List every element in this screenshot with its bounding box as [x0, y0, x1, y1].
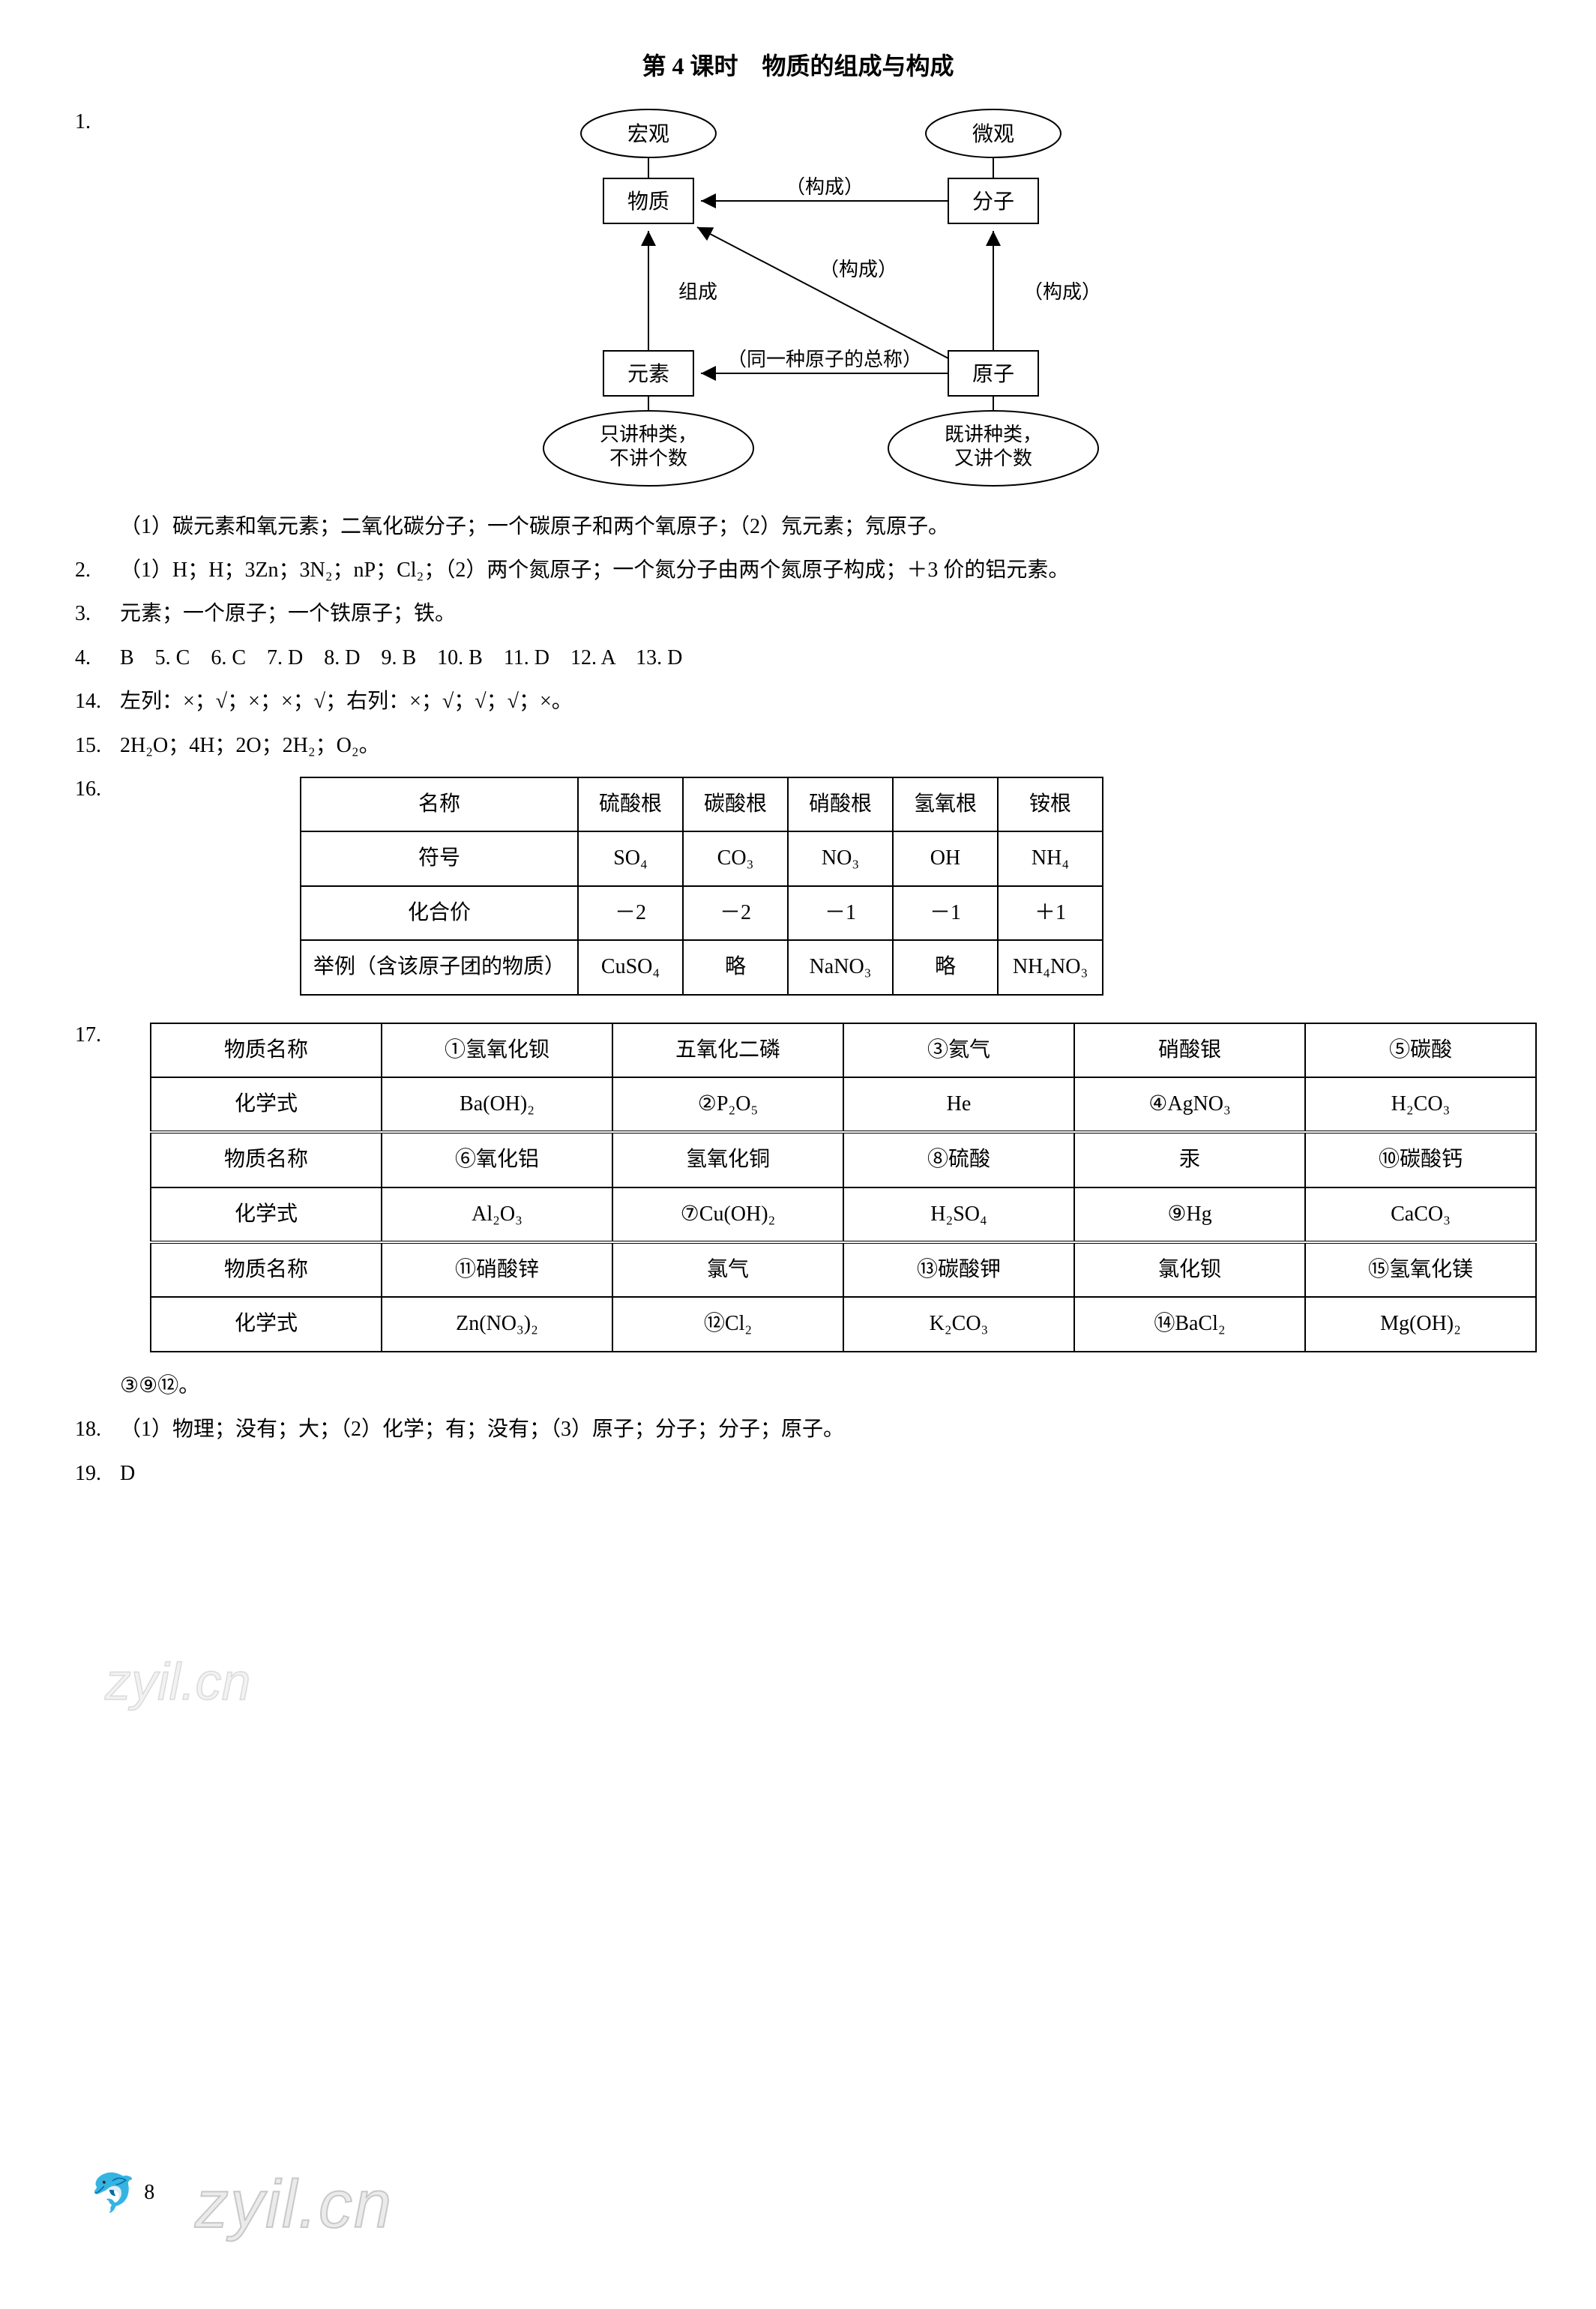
diagram-edge-tongzhong: （同一种原子的总称） [726, 349, 921, 370]
t16-e4: NH₄NO₃ [998, 940, 1103, 994]
concept-diagram: 宏观 微观 物质 分子 （构成） 元素 原子 组成 [484, 103, 1158, 493]
t16-h1: 硫酸根 [578, 777, 683, 831]
t16-v2: －2 [683, 886, 788, 940]
q1-text: （1）碳元素和氧元素；二氧化碳分子；一个碳原子和两个氧原子；（2）氖元素；氖原子… [120, 508, 1521, 546]
q4-num: 4. [75, 639, 120, 677]
q3-num: 3. [75, 595, 120, 633]
q14-text: 左列：×；√；×；×；√；右列：×；√；√；√；×。 [120, 683, 1521, 720]
diagram-box-yuansu: 元素 [627, 362, 669, 386]
q2-num: 2. [75, 552, 120, 589]
t16-v3: －1 [788, 886, 893, 940]
t16-e-label: 举例（含该原子团的物质） [301, 940, 578, 994]
t16-e1: 略 [683, 940, 788, 994]
table-16: 名称 硫酸根 碳酸根 硝酸根 氢氧根 铵根 符号 SO₄ CO₃ NO₃ OH … [300, 777, 1103, 996]
table-row: 化学式Zn(NO₃)₂⑫Cl₂K₂CO₃⑭BaCl₂Mg(OH)₂ [151, 1297, 1536, 1351]
page-num-value: 8 [144, 2174, 154, 2212]
q4-text: B 5. C 6. C 7. D 8. D 9. B 10. B 11. D 1… [120, 639, 1521, 677]
t16-s2: CO₃ [683, 831, 788, 885]
q19-text: D [120, 1455, 1521, 1493]
table-row: 化合价 －2 －2 －1 －1 ＋1 [301, 886, 1103, 940]
svg-text:既讲种类，: 既讲种类， [944, 424, 1041, 445]
q19-num: 19. [75, 1455, 120, 1493]
diagram-edge-goucheng1: （构成） [785, 176, 863, 198]
q18-num: 18. [75, 1411, 120, 1448]
svg-text:不讲个数: 不讲个数 [609, 448, 687, 469]
diagram-box-wuzhi: 物质 [627, 190, 669, 214]
diagram-edge-goucheng2: （构成） [819, 259, 897, 280]
table-row: 物质名称①氢氧化钡五氧化二磷③氦气硝酸银⑤碳酸 [151, 1023, 1536, 1077]
q1-num: 1. [75, 103, 120, 141]
t16-h3: 硝酸根 [788, 777, 893, 831]
q2-text: （1）H；H；3Zn；3N₂；nP；Cl₂；（2）两个氮原子；一个氮分子由两个氮… [120, 552, 1521, 589]
table-17: 物质名称①氢氧化钡五氧化二磷③氦气硝酸银⑤碳酸 化学式Ba(OH)₂②P₂O₅H… [150, 1023, 1537, 1352]
q17-num: 17. [75, 1017, 120, 1054]
t16-s1: SO₄ [578, 831, 683, 885]
diagram-label-macro: 宏观 [627, 122, 669, 146]
table-row: 物质名称⑥氧化铝氢氧化铜⑧硫酸汞⑩碳酸钙 [151, 1132, 1536, 1187]
svg-text:只讲种类，: 只讲种类， [599, 424, 696, 445]
table-row: 化学式Al₂O₃⑦Cu(OH)₂H₂SO₄⑨HgCaCO₃ [151, 1187, 1536, 1242]
t16-h5: 铵根 [998, 777, 1103, 831]
page-title: 第 4 课时 物质的组成与构成 [75, 45, 1521, 88]
watermark: zyil.cn [195, 2144, 393, 2266]
t16-h0: 名称 [301, 777, 578, 831]
page-number: 🐬 8 [90, 2159, 154, 2227]
t16-s0: 符号 [301, 831, 578, 885]
diagram-edge-goucheng3: （构成） [1023, 281, 1101, 303]
diagram-box-fenzi: 分子 [972, 190, 1014, 214]
t16-h4: 氢氧根 [893, 777, 998, 831]
t16-h2: 碳酸根 [683, 777, 788, 831]
q15-text: 2H₂O；4H；2O；2H₂；O₂。 [120, 727, 1521, 765]
t16-v4: －1 [893, 886, 998, 940]
svg-text:又讲个数: 又讲个数 [954, 448, 1032, 469]
dolphin-icon: 🐬 [90, 2159, 136, 2227]
table-row: 化学式Ba(OH)₂②P₂O₅He④AgNO₃H₂CO₃ [151, 1077, 1536, 1132]
q18-text: （1）物理；没有；大；（2）化学；有；没有；（3）原子；分子；分子；原子。 [120, 1411, 1521, 1448]
watermark-mid: zyil.cn [105, 1634, 250, 1729]
q14-num: 14. [75, 683, 120, 720]
q3-text: 元素；一个原子；一个铁原子；铁。 [120, 595, 1521, 633]
q17-tail: ③⑨⑫。 [120, 1367, 1537, 1405]
diagram-edge-zucheng: 组成 [678, 281, 717, 303]
table-row: 名称 硫酸根 碳酸根 硝酸根 氢氧根 铵根 [301, 777, 1103, 831]
t16-e2: NaNO₃ [788, 940, 893, 994]
table-row: 符号 SO₄ CO₃ NO₃ OH NH₄ [301, 831, 1103, 885]
q16-num: 16. [75, 771, 120, 808]
table-row: 举例（含该原子团的物质） CuSO₄ 略 NaNO₃ 略 NH₄NO₃ [301, 940, 1103, 994]
t16-s5: NH₄ [998, 831, 1103, 885]
t16-e0: CuSO₄ [578, 940, 683, 994]
t16-s4: OH [893, 831, 998, 885]
q15-num: 15. [75, 727, 120, 765]
t16-s3: NO₃ [788, 831, 893, 885]
t16-e3: 略 [893, 940, 998, 994]
t16-v0: 化合价 [301, 886, 578, 940]
diagram-box-yuanzi: 原子 [972, 363, 1014, 386]
t16-v1: －2 [578, 886, 683, 940]
diagram-label-micro: 微观 [972, 122, 1014, 146]
t16-v5: ＋1 [998, 886, 1103, 940]
table-row: 物质名称⑪硝酸锌氯气⑬碳酸钾氯化钡⑮氢氧化镁 [151, 1242, 1536, 1297]
